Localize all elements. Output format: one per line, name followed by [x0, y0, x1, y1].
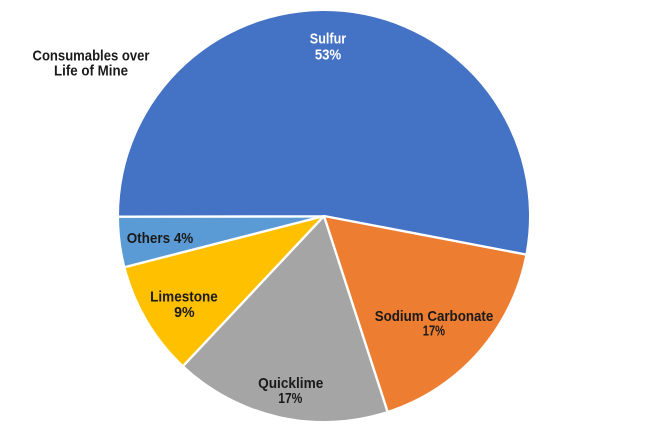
svg-text:Quicklime: Quicklime [258, 375, 323, 392]
svg-text:Sulfur: Sulfur [310, 31, 347, 48]
svg-text:Life of Mine: Life of Mine [54, 63, 128, 80]
svg-text:Limestone: Limestone [150, 288, 218, 305]
svg-text:9%: 9% [174, 304, 195, 321]
svg-text:17%: 17% [423, 323, 445, 340]
svg-text:53%: 53% [315, 46, 341, 63]
svg-text:Consumables over: Consumables over [33, 48, 150, 65]
svg-text:17%: 17% [278, 390, 302, 407]
svg-text:Others 4%: Others 4% [127, 230, 194, 247]
svg-text:Sodium Carbonate: Sodium Carbonate [375, 308, 494, 325]
